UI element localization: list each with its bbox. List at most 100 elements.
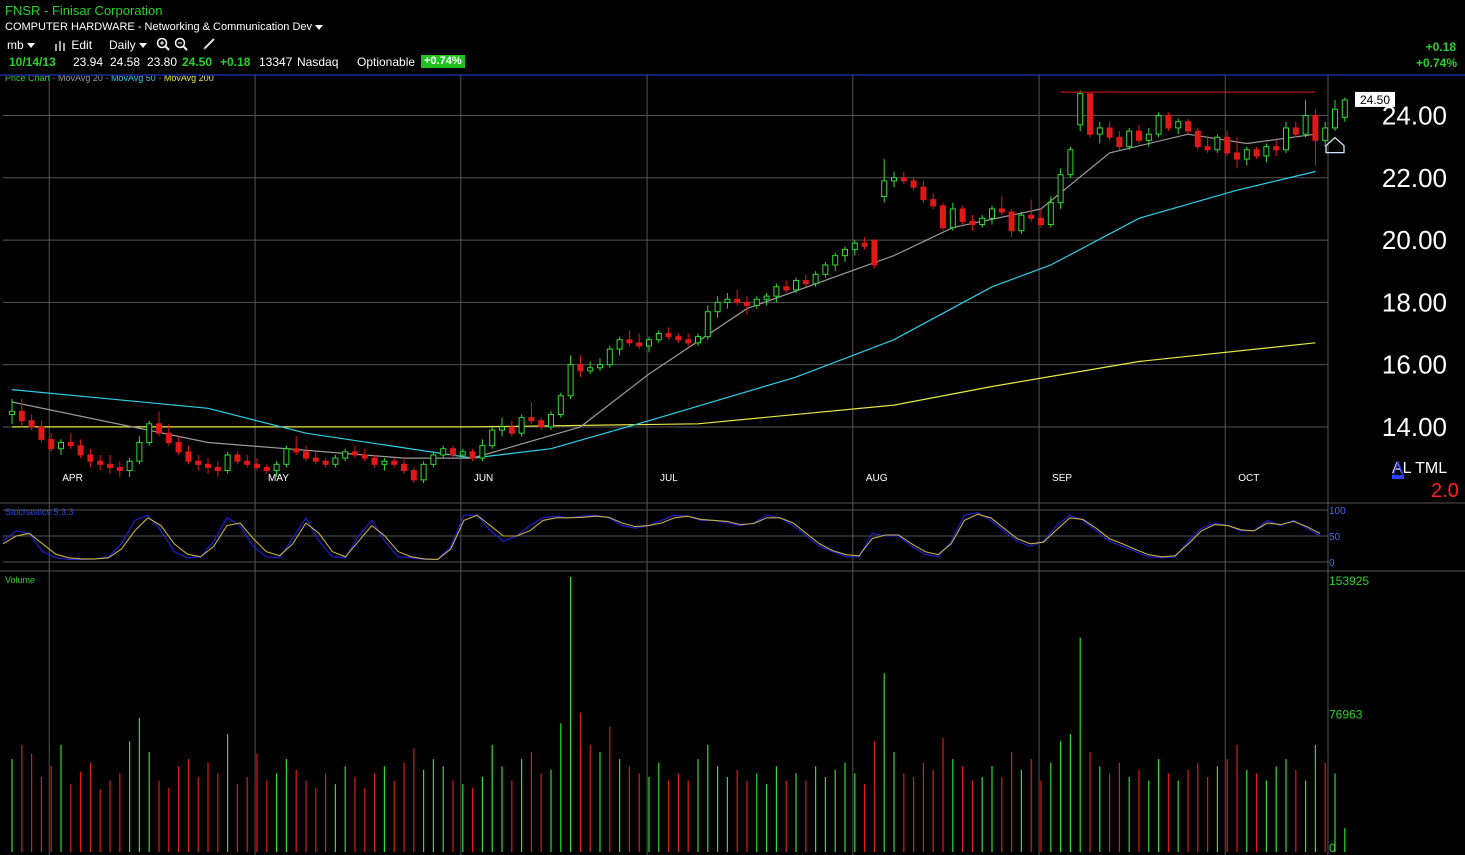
candle-body: [1028, 214, 1035, 219]
candle-body: [381, 460, 388, 465]
candle-body: [9, 410, 15, 415]
quote-low: 23.80: [147, 55, 178, 69]
candle-body: [695, 336, 701, 344]
candle-body: [685, 339, 692, 344]
optionable-label: Optionable: [357, 55, 416, 69]
candle-body: [616, 339, 623, 350]
quote-open: 23.94: [73, 55, 104, 69]
candle-body: [87, 454, 94, 462]
symbol-title: FNSR - Finisar Corporation: [5, 3, 163, 18]
candle-body: [293, 448, 300, 453]
candle-body: [1253, 149, 1260, 157]
candle-body: [58, 442, 64, 450]
ma200-label: MovAvg 200: [163, 73, 214, 83]
chevron-down-icon: [26, 43, 35, 49]
altml-label: AL TML: [1392, 460, 1448, 477]
candle-body: [714, 301, 721, 313]
candle-body: [626, 339, 633, 344]
volume-tick-label: 76963: [1329, 707, 1363, 721]
candle-body: [704, 311, 711, 338]
price-tick-label: 22.00: [1382, 163, 1447, 193]
quote-high: 24.58: [110, 55, 141, 69]
candle-body: [871, 239, 878, 266]
stoch-tick-label: 100: [1329, 506, 1346, 517]
candle-body: [842, 248, 848, 257]
candle-body: [959, 208, 966, 222]
candle-body: [1165, 114, 1172, 129]
candle-body: [861, 242, 868, 247]
candle-body: [126, 460, 133, 472]
zoom-out-button[interactable]: [174, 37, 188, 54]
industry-label: COMPUTER HARDWARE - Networking & Communi…: [5, 21, 313, 33]
candle-body: [352, 451, 358, 456]
candle-body: [1332, 108, 1338, 129]
chevron-down-icon: [315, 24, 324, 30]
bar-chart-icon: [55, 41, 65, 52]
user-label: mb: [7, 38, 24, 52]
edit-label: Edit: [71, 38, 93, 52]
ma20-label: MovAvg 20: [58, 73, 103, 83]
candle-body: [175, 442, 182, 453]
volume-tick-label: 0: [1329, 841, 1336, 855]
candle-body: [312, 457, 319, 462]
candle-body: [675, 336, 682, 341]
candle-body: [1116, 136, 1123, 148]
candle-body: [1155, 114, 1162, 135]
candle-body: [753, 298, 760, 306]
candle-body: [283, 448, 290, 465]
user-dropdown[interactable]: mb: [7, 38, 35, 52]
zoom-in-icon: [156, 37, 170, 51]
draw-button[interactable]: [202, 37, 216, 54]
candle-body: [97, 460, 104, 465]
period-label: Daily: [109, 38, 136, 52]
last-price-tag-box: [1355, 91, 1395, 107]
candle-body: [224, 454, 231, 472]
stoch-k-line: [2, 512, 1321, 560]
candle-body: [1312, 114, 1319, 141]
candle-body: [391, 460, 398, 465]
quote-change: +0.18: [220, 55, 251, 69]
candle-body: [822, 264, 829, 275]
zoom-in-button[interactable]: [156, 37, 170, 54]
candle-body: [254, 463, 260, 468]
candle-body: [1194, 130, 1201, 148]
period-dropdown[interactable]: Daily: [109, 38, 147, 52]
candle-body: [1096, 127, 1103, 135]
candle-body: [136, 442, 143, 462]
volume-tick-label: 153925: [1329, 574, 1369, 588]
candle-body: [508, 426, 515, 434]
candle-body: [1263, 146, 1270, 157]
candle-body: [205, 463, 211, 468]
candle-body: [998, 208, 1005, 213]
price-tick-label: 16.00: [1382, 350, 1447, 380]
candle-body: [420, 463, 427, 481]
candle-body: [1047, 202, 1054, 225]
candle-body: [303, 451, 309, 459]
edit-button[interactable]: Edit: [54, 38, 92, 52]
month-label: APR: [62, 473, 83, 484]
candle-body: [48, 438, 55, 450]
candle-body: [1136, 130, 1142, 141]
candle-body: [1106, 127, 1113, 138]
altml-button[interactable]: AL TML: [1392, 461, 1447, 477]
candle-body: [812, 273, 819, 285]
candle-body: [1145, 133, 1152, 141]
candle-body: [450, 448, 456, 456]
candle-body: [1234, 152, 1240, 160]
candle-body: [920, 186, 927, 201]
price-tick-label: 18.00: [1382, 287, 1447, 317]
candle-body: [665, 333, 672, 338]
ma50-line: [11, 170, 1316, 459]
candle-body: [479, 445, 486, 459]
candle-body: [146, 423, 153, 444]
industry-dropdown[interactable]: COMPUTER HARDWARE - Networking & Communi…: [5, 20, 324, 34]
month-label: OCT: [1238, 473, 1259, 484]
candle-body: [1185, 121, 1191, 132]
pct-change-badge: +0.74%: [421, 55, 465, 68]
candle-body: [1175, 121, 1182, 129]
month-label: SEP: [1052, 473, 1072, 484]
right-pct-change: +0.74%: [1415, 56, 1457, 70]
month-label: JUL: [660, 473, 678, 484]
altml-value: 2.0: [1431, 480, 1459, 502]
